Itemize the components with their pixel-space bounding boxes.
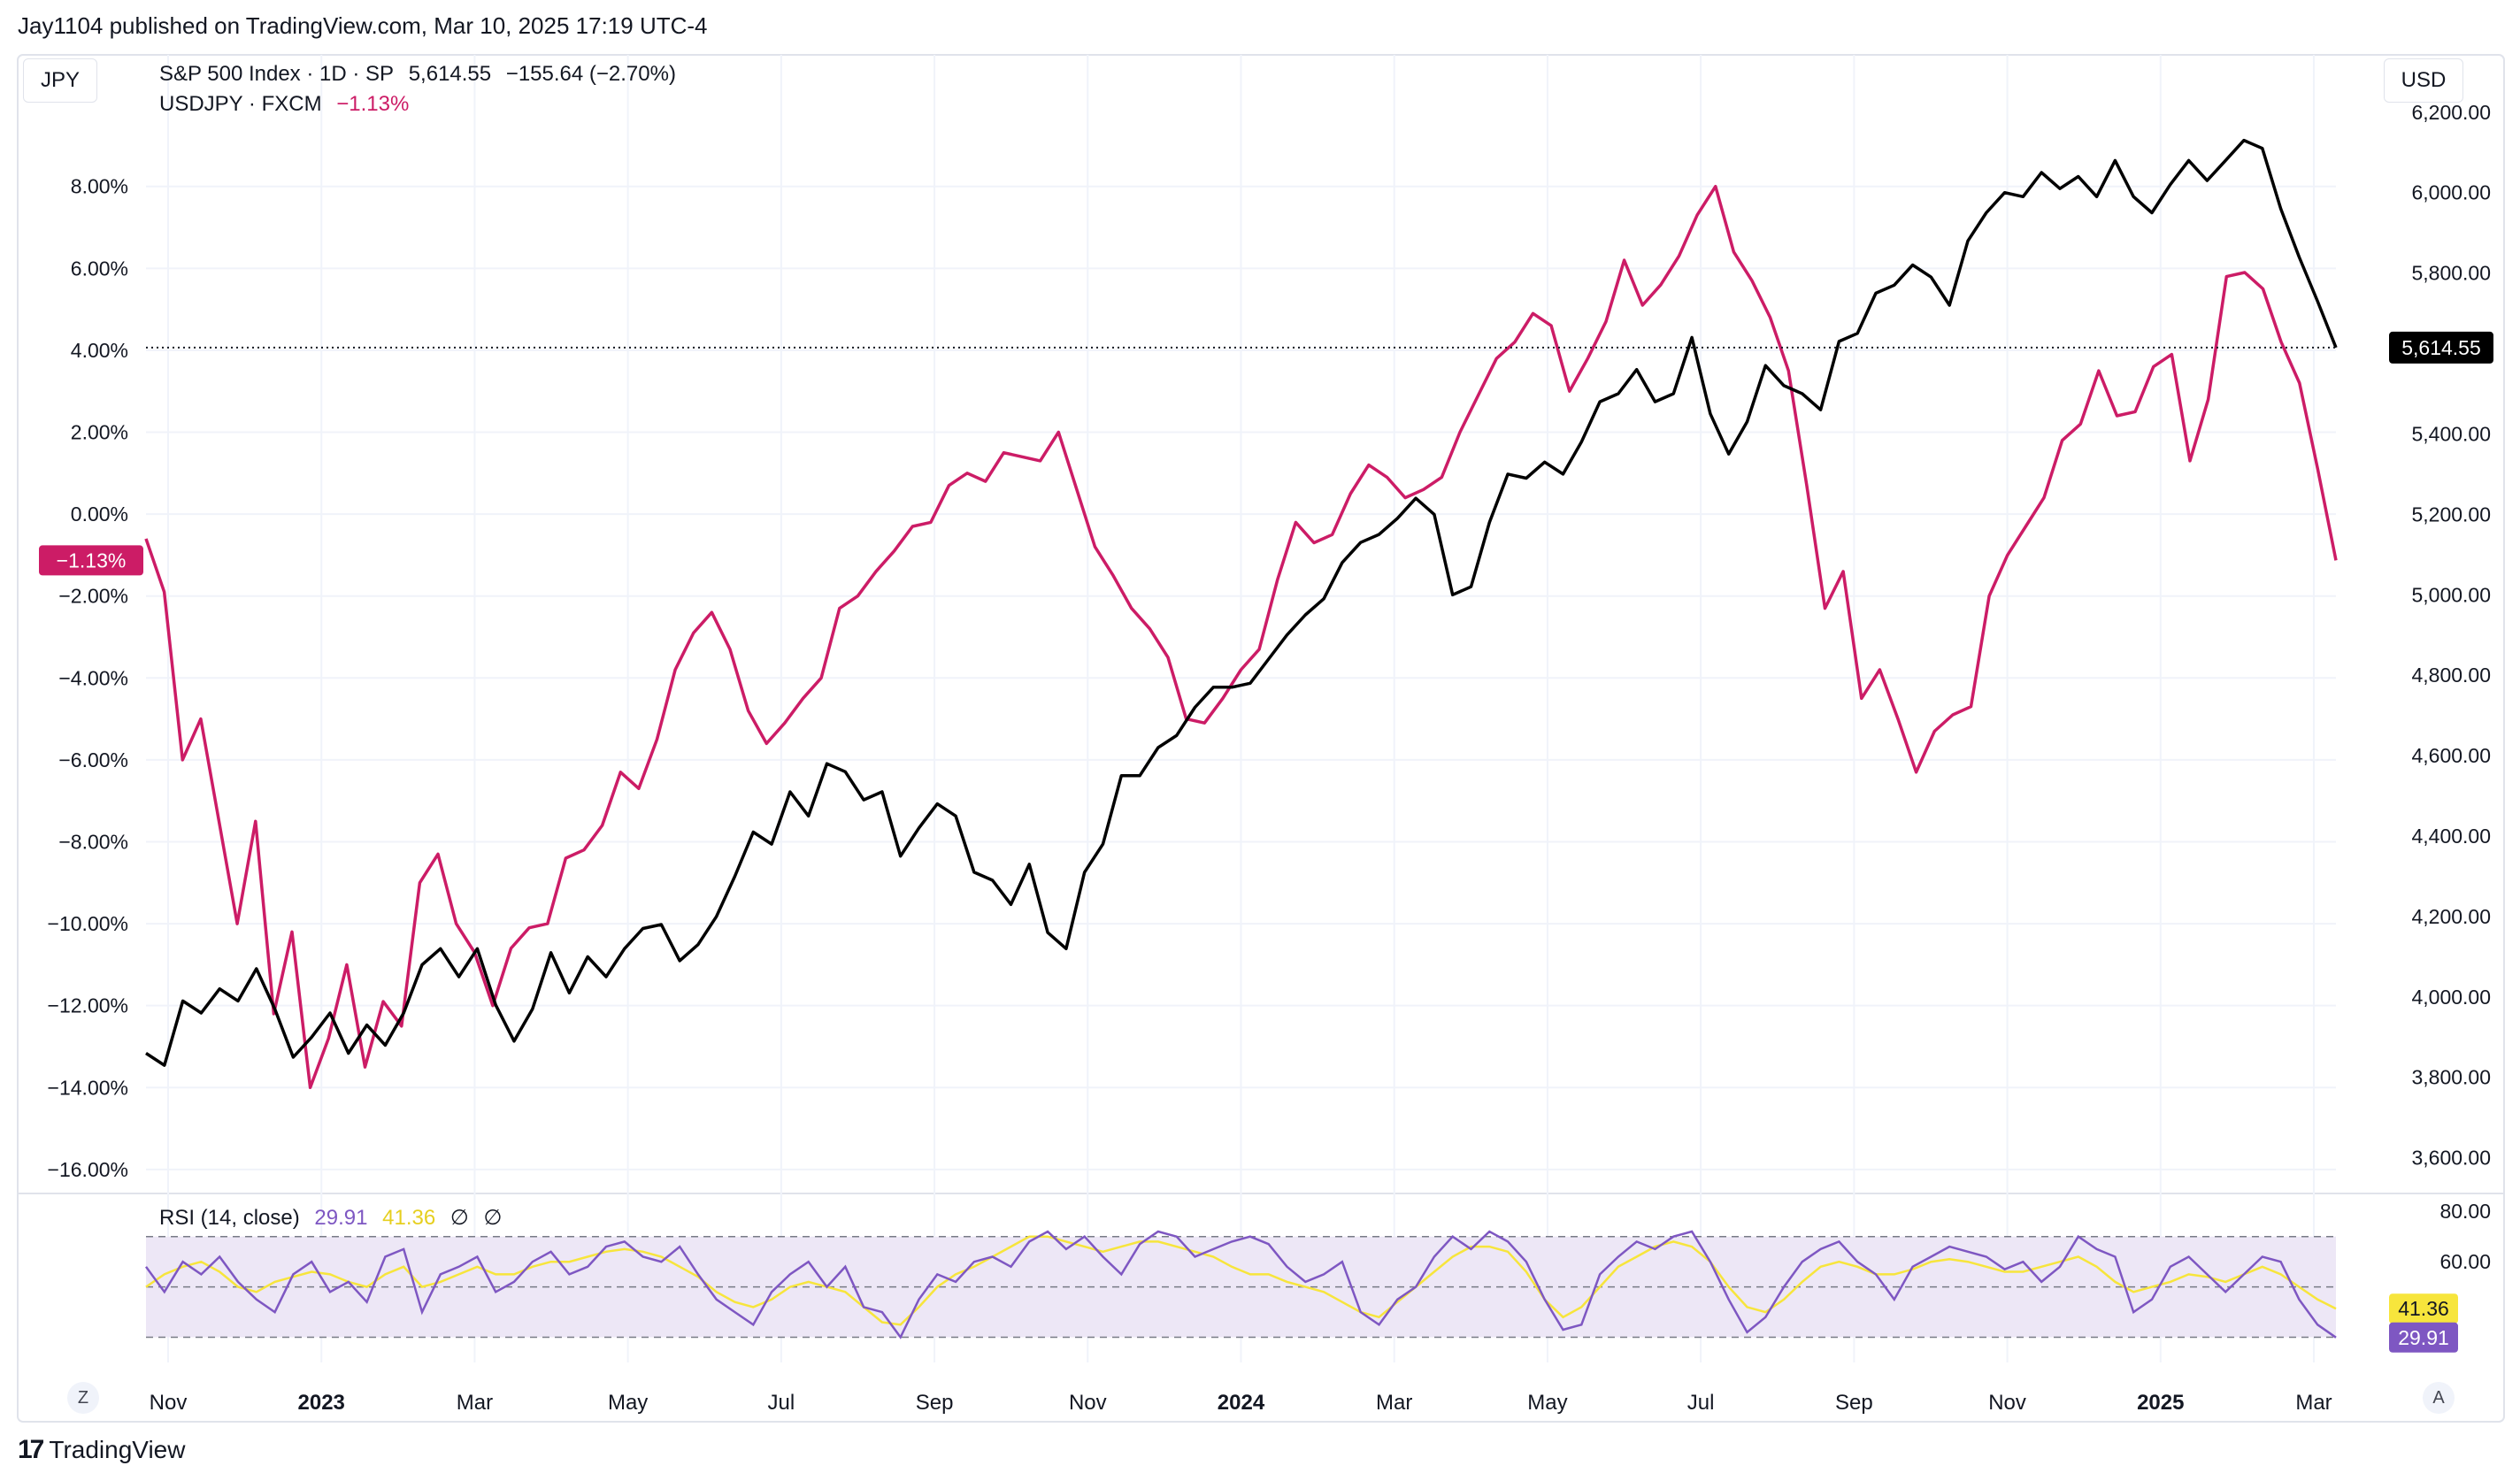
spx-last-badge — [2389, 331, 2493, 364]
main-change: −155.64 (−2.70%) — [505, 62, 676, 86]
usdjpy-last-badge — [39, 545, 143, 576]
rsi-ma-last-badge — [2389, 1293, 2458, 1324]
left-axis-tick: −12.00% — [48, 994, 128, 1017]
x-axis-tick: Jul — [768, 1391, 795, 1415]
left-axis-tick: −14.00% — [48, 1076, 128, 1099]
right-axis-tick: 5,800.00 — [2411, 262, 2491, 285]
x-axis-tick: Mar — [2295, 1391, 2332, 1415]
x-axis-tick: 2023 — [298, 1391, 345, 1415]
x-axis-tick: Nov — [1988, 1391, 2026, 1415]
x-axis-tick: 2025 — [2137, 1391, 2184, 1415]
x-axis-tick: 2024 — [1218, 1391, 1265, 1415]
right-axis-tick: 4,400.00 — [2411, 825, 2491, 848]
rsi-ma-value: 41.36 — [382, 1206, 436, 1230]
publisher-line: Jay1104 published on TradingView.com, Ma… — [18, 12, 708, 39]
left-axis-tick: 2.00% — [71, 421, 128, 444]
compare-change: −1.13% — [336, 92, 410, 116]
left-axis-tick: 0.00% — [71, 503, 128, 526]
rsi-legend[interactable]: RSI (14, close) 29.91 41.36 ∅ ∅ — [159, 1205, 511, 1231]
z-button[interactable]: Z — [67, 1382, 99, 1414]
right-axis-tick: 4,800.00 — [2411, 664, 2491, 687]
x-axis-tick: Jul — [1687, 1391, 1715, 1415]
right-axis-tick: 3,600.00 — [2411, 1147, 2491, 1170]
right-axis-tick: 4,000.00 — [2411, 986, 2491, 1009]
x-axis-tick: Nov — [150, 1391, 188, 1415]
right-currency-label[interactable]: USD — [2384, 58, 2463, 103]
left-axis-tick: −16.00% — [48, 1158, 128, 1181]
main-symbol: S&P 500 Index · 1D · SP — [159, 62, 395, 86]
tradingview-logo-icon: 17 — [18, 1435, 44, 1464]
left-axis-tick: −6.00% — [58, 748, 128, 771]
x-axis-tick: May — [608, 1391, 648, 1415]
rsi-axis-tick: 80.00 — [2439, 1200, 2491, 1223]
right-axis-tick: 6,200.00 — [2411, 101, 2491, 124]
x-axis-tick: Mar — [1376, 1391, 1412, 1415]
left-axis-tick: −10.00% — [48, 912, 128, 935]
rsi-line — [144, 1230, 2337, 1339]
left-axis-tick: −4.00% — [58, 666, 128, 689]
main-series-legend[interactable]: S&P 500 Index · 1D · SP 5,614.55 −155.64… — [159, 62, 685, 87]
rsi-value: 29.91 — [314, 1206, 368, 1230]
chart-frame — [17, 54, 2505, 1423]
compare-series-legend[interactable]: USDJPY · FXCM −1.13% — [159, 92, 418, 117]
rsi-extra-2: ∅ — [483, 1206, 503, 1230]
right-axis-tick: 5,200.00 — [2411, 503, 2491, 526]
rsi-ma-last-label: 41.36 — [2398, 1297, 2449, 1320]
a-button[interactable]: A — [2423, 1382, 2455, 1414]
x-axis-tick: May — [1527, 1391, 1567, 1415]
x-axis-tick: Sep — [916, 1391, 954, 1415]
usdjpy-last-label: −1.13% — [57, 549, 127, 572]
usdjpy-series-line — [144, 184, 2338, 1090]
tradingview-brand: TradingView — [49, 1436, 186, 1463]
right-axis-tick: 5,400.00 — [2411, 422, 2491, 445]
x-axis-tick: Nov — [1069, 1391, 1107, 1415]
right-axis-tick: 4,200.00 — [2411, 905, 2491, 928]
left-axis-tick: −8.00% — [58, 830, 128, 853]
left-axis-tick: −2.00% — [58, 585, 128, 608]
compare-symbol: USDJPY · FXCM — [159, 92, 322, 116]
right-axis-tick: 4,600.00 — [2411, 744, 2491, 767]
rsi-ma-line — [145, 1235, 2337, 1326]
right-axis-tick: 3,800.00 — [2411, 1066, 2491, 1089]
left-axis-tick: 8.00% — [71, 175, 128, 198]
x-axis-tick: Sep — [1835, 1391, 1873, 1415]
rsi-extra-1: ∅ — [449, 1206, 469, 1230]
left-axis-tick: 4.00% — [71, 339, 128, 362]
right-axis-tick: 5,000.00 — [2411, 583, 2491, 606]
main-price: 5,614.55 — [408, 62, 492, 86]
right-axis-tick: 6,000.00 — [2411, 181, 2491, 204]
rsi-label: RSI (14, close) — [159, 1206, 300, 1230]
rsi-axis-tick: 60.00 — [2439, 1250, 2491, 1273]
tradingview-logo[interactable]: 17 TradingView — [18, 1435, 185, 1465]
spx-series-line — [145, 138, 2338, 1067]
rsi-last-label: 29.91 — [2398, 1326, 2449, 1349]
left-currency-label[interactable]: JPY — [23, 58, 97, 103]
x-axis-tick: Mar — [457, 1391, 493, 1415]
spx-last-label: 5,614.55 — [2401, 336, 2481, 359]
rsi-last-badge — [2389, 1322, 2458, 1353]
left-axis-tick: 6.00% — [71, 257, 128, 280]
